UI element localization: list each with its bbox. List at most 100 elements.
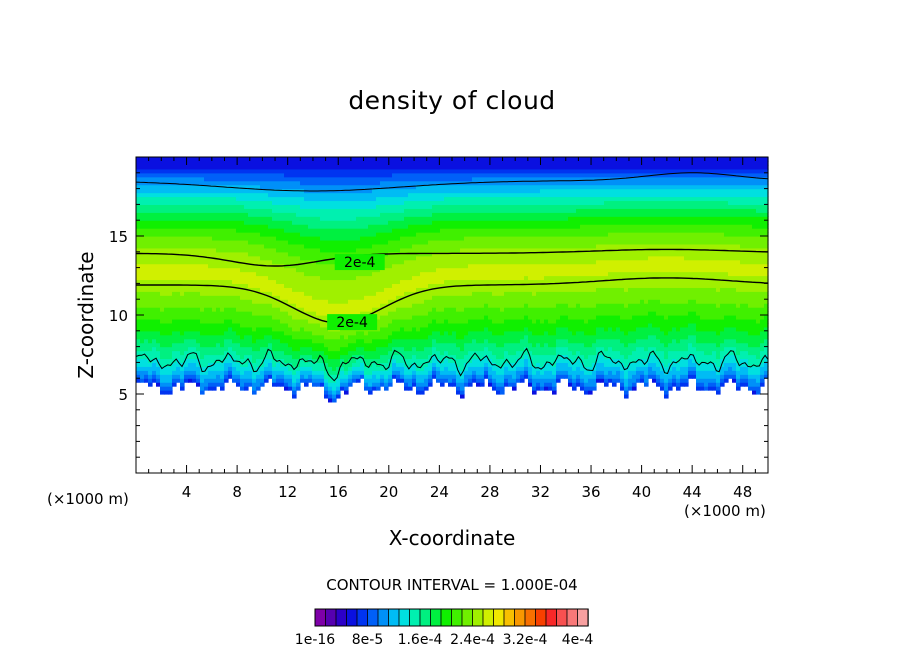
density-cell xyxy=(300,370,305,375)
density-cell xyxy=(396,168,401,174)
density-cell xyxy=(372,291,377,296)
density-cell xyxy=(280,172,285,178)
density-cell xyxy=(188,366,193,371)
density-cell xyxy=(428,295,433,300)
density-cell xyxy=(424,287,429,292)
density-cell xyxy=(304,255,309,261)
density-cell xyxy=(284,192,289,198)
density-cell xyxy=(436,271,441,277)
density-cell xyxy=(288,295,293,300)
density-cell xyxy=(472,216,477,221)
density-cell xyxy=(232,243,237,249)
density-cell xyxy=(300,160,305,166)
density-cell xyxy=(164,346,169,352)
density-cell xyxy=(152,366,157,371)
density-cell xyxy=(348,291,353,296)
density-cell xyxy=(288,196,293,202)
density-cell xyxy=(312,251,317,257)
density-cell xyxy=(472,172,477,178)
density-cell xyxy=(156,208,161,213)
density-cell xyxy=(316,208,321,213)
density-cell xyxy=(156,382,161,387)
density-cell xyxy=(196,291,201,296)
density-cell xyxy=(272,322,277,328)
density-cell xyxy=(172,220,177,225)
density-cell xyxy=(252,196,257,202)
density-cell xyxy=(432,287,437,292)
density-cell xyxy=(172,346,177,352)
density-cell xyxy=(192,172,197,178)
density-cell xyxy=(308,208,313,213)
density-cell xyxy=(420,275,425,281)
density-cell xyxy=(208,291,213,296)
density-cell xyxy=(276,307,281,312)
density-cell xyxy=(184,315,189,320)
density-cell xyxy=(252,362,257,367)
density-cell xyxy=(412,220,417,225)
density-cell xyxy=(432,338,437,344)
density-cell xyxy=(292,279,297,284)
density-cell xyxy=(268,157,273,162)
density-cell xyxy=(156,232,161,237)
density-cell xyxy=(340,386,345,391)
density-cell xyxy=(308,350,313,356)
density-cell xyxy=(272,311,277,316)
density-cell xyxy=(288,239,293,245)
density-cell xyxy=(400,188,405,194)
density-cell xyxy=(444,224,449,229)
density-cell xyxy=(316,160,321,166)
density-cell xyxy=(356,232,361,237)
density-cell xyxy=(308,212,313,217)
density-cell xyxy=(448,180,453,186)
density-cell xyxy=(356,311,361,316)
density-cell xyxy=(348,279,353,284)
density-cell xyxy=(180,315,185,320)
density-cell xyxy=(152,279,157,284)
density-cell xyxy=(208,212,213,217)
density-cell xyxy=(440,346,445,352)
density-cell xyxy=(152,232,157,237)
density-cell xyxy=(340,354,345,360)
density-cell xyxy=(276,164,281,170)
density-cell xyxy=(168,342,173,348)
density-cell xyxy=(244,212,249,217)
density-cell xyxy=(268,330,273,336)
density-cell xyxy=(324,263,329,269)
density-cell xyxy=(464,172,469,178)
density-cell xyxy=(196,255,201,261)
density-cell xyxy=(284,382,289,387)
density-cell xyxy=(320,204,325,209)
density-cell xyxy=(368,204,373,209)
density-cell xyxy=(344,180,349,186)
density-cell xyxy=(448,204,453,209)
density-cell xyxy=(360,168,365,174)
density-cell xyxy=(468,362,473,367)
density-cell xyxy=(136,216,141,221)
density-cell xyxy=(320,322,325,328)
density-cell xyxy=(384,354,389,360)
density-cell xyxy=(452,354,457,360)
density-cell xyxy=(216,275,221,281)
density-cell xyxy=(420,303,425,308)
density-cell xyxy=(276,318,281,324)
density-cell xyxy=(304,208,309,213)
density-cell xyxy=(464,275,469,281)
density-cell xyxy=(220,299,225,304)
density-cell xyxy=(176,192,181,198)
density-cell xyxy=(216,200,221,205)
density-cell xyxy=(476,267,481,273)
density-cell xyxy=(464,208,469,213)
density-cell xyxy=(212,346,217,352)
density-cell xyxy=(272,350,277,356)
density-cell xyxy=(180,318,185,324)
density-cell xyxy=(176,374,181,379)
density-cell xyxy=(200,160,205,166)
density-cell xyxy=(248,330,253,336)
density-cell xyxy=(424,322,429,328)
density-cell xyxy=(352,208,357,213)
density-cell xyxy=(228,362,233,367)
density-cell xyxy=(184,342,189,348)
density-cell xyxy=(276,295,281,300)
density-cell xyxy=(304,342,309,348)
density-cell xyxy=(260,354,265,360)
